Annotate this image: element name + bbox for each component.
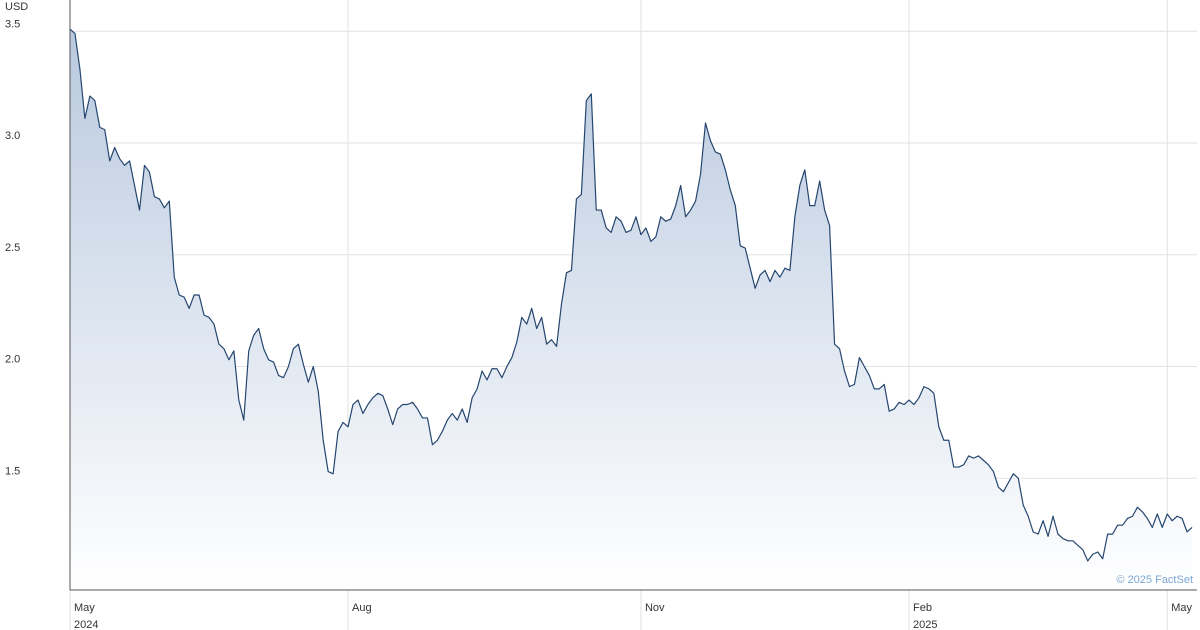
credit: © 2025 FactSet xyxy=(1116,574,1193,586)
x-tick-label: May xyxy=(74,602,95,614)
y-tick-label: 3.5 xyxy=(5,18,20,30)
price-line xyxy=(69,28,1193,562)
x-tick-label: Nov xyxy=(645,602,665,614)
labels: 1.5 2.0 2.5 3.0 3.5 May 2024 Aug Nov Feb 2025 May xyxy=(5,18,1192,630)
y-tick-label: 2.5 xyxy=(5,242,20,254)
y-tick-label: 3.0 xyxy=(5,130,20,142)
x-tick-label: Aug xyxy=(352,602,372,614)
x-tick-label: May xyxy=(1171,602,1192,614)
unit-label: USD xyxy=(5,1,28,13)
x-tick-year: 2025 xyxy=(913,619,937,630)
y-tick-label: 1.5 xyxy=(5,465,20,477)
x-tick-label: Feb xyxy=(913,602,932,614)
y-tick-label: 2.0 xyxy=(5,354,20,366)
x-tick-year: 2024 xyxy=(74,619,98,630)
area xyxy=(70,29,1193,591)
plot xyxy=(69,0,1197,591)
